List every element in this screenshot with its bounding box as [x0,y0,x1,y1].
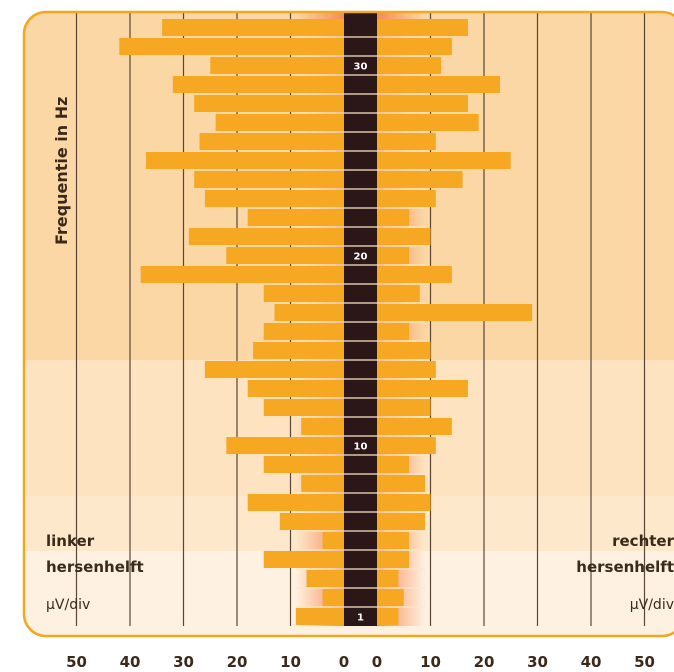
x-axis-ticks: 50 40 30 20 10 0 0 10 20 30 40 50 [66,653,655,671]
x-tick-left-30: 30 [173,653,194,671]
bar-left-14 [204,361,344,378]
bar-left-17 [274,304,344,321]
bar-left-31 [119,38,344,55]
bar-right-13 [377,380,468,397]
bar-left-21 [188,228,344,245]
bars [119,19,533,625]
left-label-line2: hersenhelft [46,558,144,576]
bar-left-3 [306,570,344,587]
bar-left-27 [215,114,344,131]
x-tick-right-20: 20 [474,653,495,671]
frequency-label-1: 1 [357,613,364,624]
bar-left-25 [146,152,344,169]
bar-right-16 [377,323,410,340]
x-tick-right-0: 0 [372,653,382,671]
bar-right-7 [377,494,431,511]
bar-right-5 [377,532,410,549]
bar-right-31 [377,38,452,55]
bar-right-9 [377,456,410,473]
center-column [344,12,377,626]
bar-right-30 [377,57,442,74]
frequency-label-10: 10 [354,442,368,453]
bar-left-29 [172,76,344,93]
x-tick-left-50: 50 [66,653,87,671]
bar-left-28 [194,95,344,112]
bar-right-29 [377,76,501,93]
bar-right-14 [377,361,436,378]
bar-right-12 [377,399,431,416]
bar-right-28 [377,95,468,112]
bar-left-4 [263,551,344,568]
bar-left-23 [204,190,344,207]
left-label-line1: linker [46,532,95,550]
bar-left-11 [301,418,344,435]
bar-left-13 [247,380,344,397]
bar-right-32 [377,19,468,36]
bar-left-24 [194,171,344,188]
bar-left-32 [162,19,344,36]
row-separators [296,36,425,608]
bar-right-21 [377,228,431,245]
right-label-line2: hersenhelft [576,558,674,576]
bar-left-6 [279,513,344,530]
bar-left-7 [247,494,344,511]
bar-left-22 [247,209,344,226]
bar-right-24 [377,171,463,188]
frequency-label-30: 30 [354,62,368,73]
bar-left-8 [301,475,344,492]
bar-left-12 [263,399,344,416]
bar-right-4 [377,551,410,568]
chart-panel: 30 20 10 1 [24,12,674,636]
bar-right-18 [377,285,420,302]
x-tick-left-40: 40 [120,653,141,671]
bar-right-17 [377,304,533,321]
bar-right-19 [377,266,452,283]
panel-frame [22,10,674,638]
bar-right-25 [377,152,511,169]
bar-left-2 [322,589,344,606]
bar-right-11 [377,418,452,435]
bar-right-10 [377,437,436,454]
bar-right-15 [377,342,431,359]
frequency-label-20: 20 [354,252,368,263]
x-tick-right-30: 30 [527,653,548,671]
bar-right-27 [377,114,479,131]
x-tick-left-20: 20 [227,653,248,671]
bar-left-19 [140,266,344,283]
bar-right-6 [377,513,426,530]
bar-right-22 [377,209,410,226]
right-label-line1: rechter [612,532,674,550]
bar-left-5 [322,532,344,549]
bar-right-8 [377,475,426,492]
bar-left-15 [253,342,344,359]
bar-right-20 [377,247,410,264]
bar-right-2 [377,589,404,606]
bar-left-30 [210,57,344,74]
bar-left-9 [263,456,344,473]
bar-left-18 [263,285,344,302]
x-tick-left-0: 0 [339,653,349,671]
frequency-labels: 30 20 10 1 [354,62,368,624]
left-unit: µV/div [46,597,90,613]
y-axis-label: Frequentie in Hz [52,97,71,245]
bar-left-16 [263,323,344,340]
bar-right-23 [377,190,436,207]
x-tick-left-10: 10 [280,653,301,671]
x-tick-right-40: 40 [581,653,602,671]
bar-left-10 [226,437,344,454]
bar-right-26 [377,133,436,150]
bar-right-1 [377,608,399,625]
right-unit: µV/div [630,597,674,613]
bar-right-3 [377,570,399,587]
bar-left-26 [199,133,344,150]
x-tick-right-10: 10 [420,653,441,671]
bar-left-1 [295,608,344,625]
bar-left-20 [226,247,344,264]
x-tick-right-50: 50 [634,653,655,671]
